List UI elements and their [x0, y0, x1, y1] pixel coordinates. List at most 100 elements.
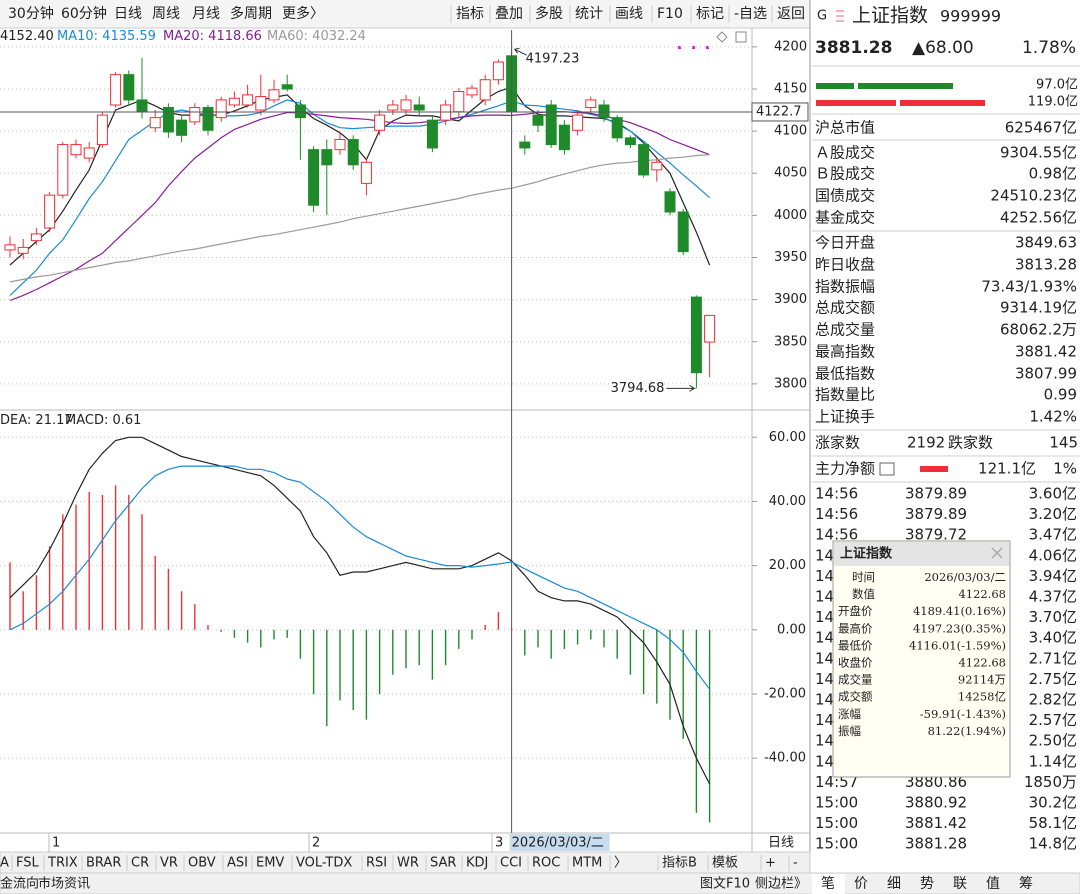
- stat-label: 指数量比: [815, 386, 875, 404]
- index-code: 999999: [940, 7, 1001, 26]
- toolbar-button[interactable]: 指标: [456, 6, 484, 22]
- period-label: 日线: [768, 836, 794, 851]
- candle-body: [690, 296, 702, 374]
- candle-body: [83, 147, 95, 159]
- candle-body: [532, 114, 544, 126]
- indicator-tab[interactable]: +: [765, 856, 776, 871]
- indicator-tab[interactable]: 〉: [614, 856, 627, 871]
- side-tab[interactable]: 值: [986, 876, 1000, 892]
- side-tab[interactable]: 细: [887, 876, 901, 892]
- tick-price: 3879.89: [905, 485, 967, 503]
- tick-time: 15:00: [815, 814, 858, 832]
- indicator-tab[interactable]: 模板: [712, 856, 738, 871]
- stat-label: 国债成交: [815, 187, 875, 205]
- candle-body: [558, 124, 570, 151]
- flow-label: 119.0亿: [1028, 95, 1078, 110]
- period-tab[interactable]: 日线: [114, 6, 142, 22]
- legend-entry: MA20: 4118.66: [163, 29, 262, 44]
- tooltip-close[interactable]: [991, 547, 1003, 559]
- status-bar: [0, 872, 1080, 894]
- indicator-tab[interactable]: SAR: [430, 856, 456, 871]
- toolbar-button[interactable]: 返回: [777, 6, 805, 22]
- toolbar-button[interactable]: 多股: [535, 5, 563, 22]
- y-tick-label: 4150: [774, 81, 807, 96]
- indicator-tab[interactable]: -: [793, 856, 798, 871]
- flow-value: 121.1亿: [978, 460, 1036, 478]
- status-item[interactable]: 侧边栏》: [755, 877, 807, 892]
- toolbar-button[interactable]: 画线: [615, 6, 643, 22]
- period-tab[interactable]: 更多〉: [282, 5, 324, 22]
- indicator-tab[interactable]: TRIX: [47, 856, 78, 871]
- tooltip-label: 最高价: [838, 621, 873, 635]
- side-tab[interactable]: 势: [920, 876, 934, 892]
- y-tick-label: 60.00: [769, 430, 806, 445]
- indicator-tab[interactable]: ROC: [532, 856, 560, 871]
- candle-body: [228, 97, 240, 106]
- icon-diamond[interactable]: [716, 31, 728, 43]
- breadth-label: 跌家数: [948, 434, 993, 452]
- period-tab[interactable]: 30分钟: [8, 5, 54, 22]
- toolbar-button[interactable]: F10: [657, 6, 683, 22]
- macd-legend: MACD: 0.61: [65, 413, 141, 428]
- side-tab[interactable]: 联: [953, 876, 967, 892]
- flow-label: 97.0亿: [1036, 78, 1078, 93]
- y-tick-label: 3950: [774, 250, 807, 265]
- flow-pct: 1%: [1053, 460, 1077, 478]
- indicator-tab[interactable]: FSL: [16, 856, 40, 871]
- tick-volume: 30.2亿: [1029, 794, 1077, 812]
- stat-value: 3849.63: [1015, 234, 1077, 252]
- side-tab[interactable]: 笔: [821, 876, 835, 892]
- tick-volume: 1850万: [1024, 773, 1077, 791]
- toolbar-button[interactable]: -自选: [734, 6, 767, 22]
- toolbar-button[interactable]: 统计: [575, 6, 603, 22]
- indicator-tab[interactable]: MTM: [572, 856, 602, 871]
- candle-body: [176, 119, 188, 136]
- toolbar-button[interactable]: 标记: [696, 6, 724, 22]
- candle-body: [545, 104, 557, 146]
- indicator-tab[interactable]: CCI: [500, 856, 522, 871]
- candle-body: [466, 87, 478, 96]
- tick-time: 14: [815, 546, 834, 564]
- date-label: 2026/03/03/二: [512, 836, 604, 851]
- tick-volume: 2.75亿: [1029, 670, 1077, 688]
- indicator-tab[interactable]: WR: [397, 856, 419, 871]
- indicator-tab[interactable]: OBV: [188, 856, 216, 871]
- status-item[interactable]: 市场资讯: [38, 876, 90, 892]
- status-item[interactable]: 金流向: [0, 876, 39, 892]
- indicator-tab[interactable]: BRAR: [86, 856, 121, 871]
- y-tick-label: 4100: [774, 124, 807, 139]
- candle-body: [347, 139, 359, 166]
- tick-volume: 2.71亿: [1029, 649, 1077, 667]
- candle-body: [255, 96, 267, 111]
- indicator-tab[interactable]: RSI: [366, 856, 387, 871]
- candle-body: [479, 79, 491, 101]
- candle-body: [492, 61, 504, 81]
- period-tab[interactable]: 周线: [152, 6, 180, 22]
- tooltip-value: 4116.01(-1.59%): [909, 638, 1006, 652]
- period-tab[interactable]: 多周期: [230, 5, 272, 22]
- indicator-tab[interactable]: VR: [160, 856, 178, 871]
- month-label: 3: [495, 836, 503, 851]
- indicator-tab[interactable]: A: [0, 856, 9, 871]
- tick-time: 14: [815, 691, 834, 709]
- status-item[interactable]: 图文F10: [700, 877, 750, 892]
- candle-body: [677, 211, 689, 253]
- indicator-tab[interactable]: EMV: [256, 856, 284, 871]
- side-tab[interactable]: 筹: [1019, 875, 1033, 892]
- candle-body: [215, 99, 227, 119]
- indicator-tab[interactable]: VOL-TDX: [296, 856, 352, 871]
- period-tab[interactable]: 60分钟: [61, 5, 107, 22]
- candle-body: [202, 107, 214, 131]
- indicator-tab[interactable]: CR: [131, 856, 149, 871]
- indicator-tab[interactable]: ASI: [227, 856, 248, 871]
- toolbar-button[interactable]: 叠加: [495, 6, 523, 22]
- candle-body: [572, 114, 584, 131]
- icon-box[interactable]: [735, 31, 747, 43]
- indicator-tab[interactable]: 指标B: [662, 856, 697, 871]
- tooltip-label: 振幅: [838, 724, 861, 738]
- stat-value: 0.98亿: [1029, 165, 1077, 183]
- period-tab[interactable]: 月线: [192, 6, 220, 22]
- side-tab[interactable]: 价: [854, 876, 868, 892]
- breadth-label: 涨家数: [815, 434, 860, 452]
- indicator-tab[interactable]: KDJ: [466, 856, 488, 871]
